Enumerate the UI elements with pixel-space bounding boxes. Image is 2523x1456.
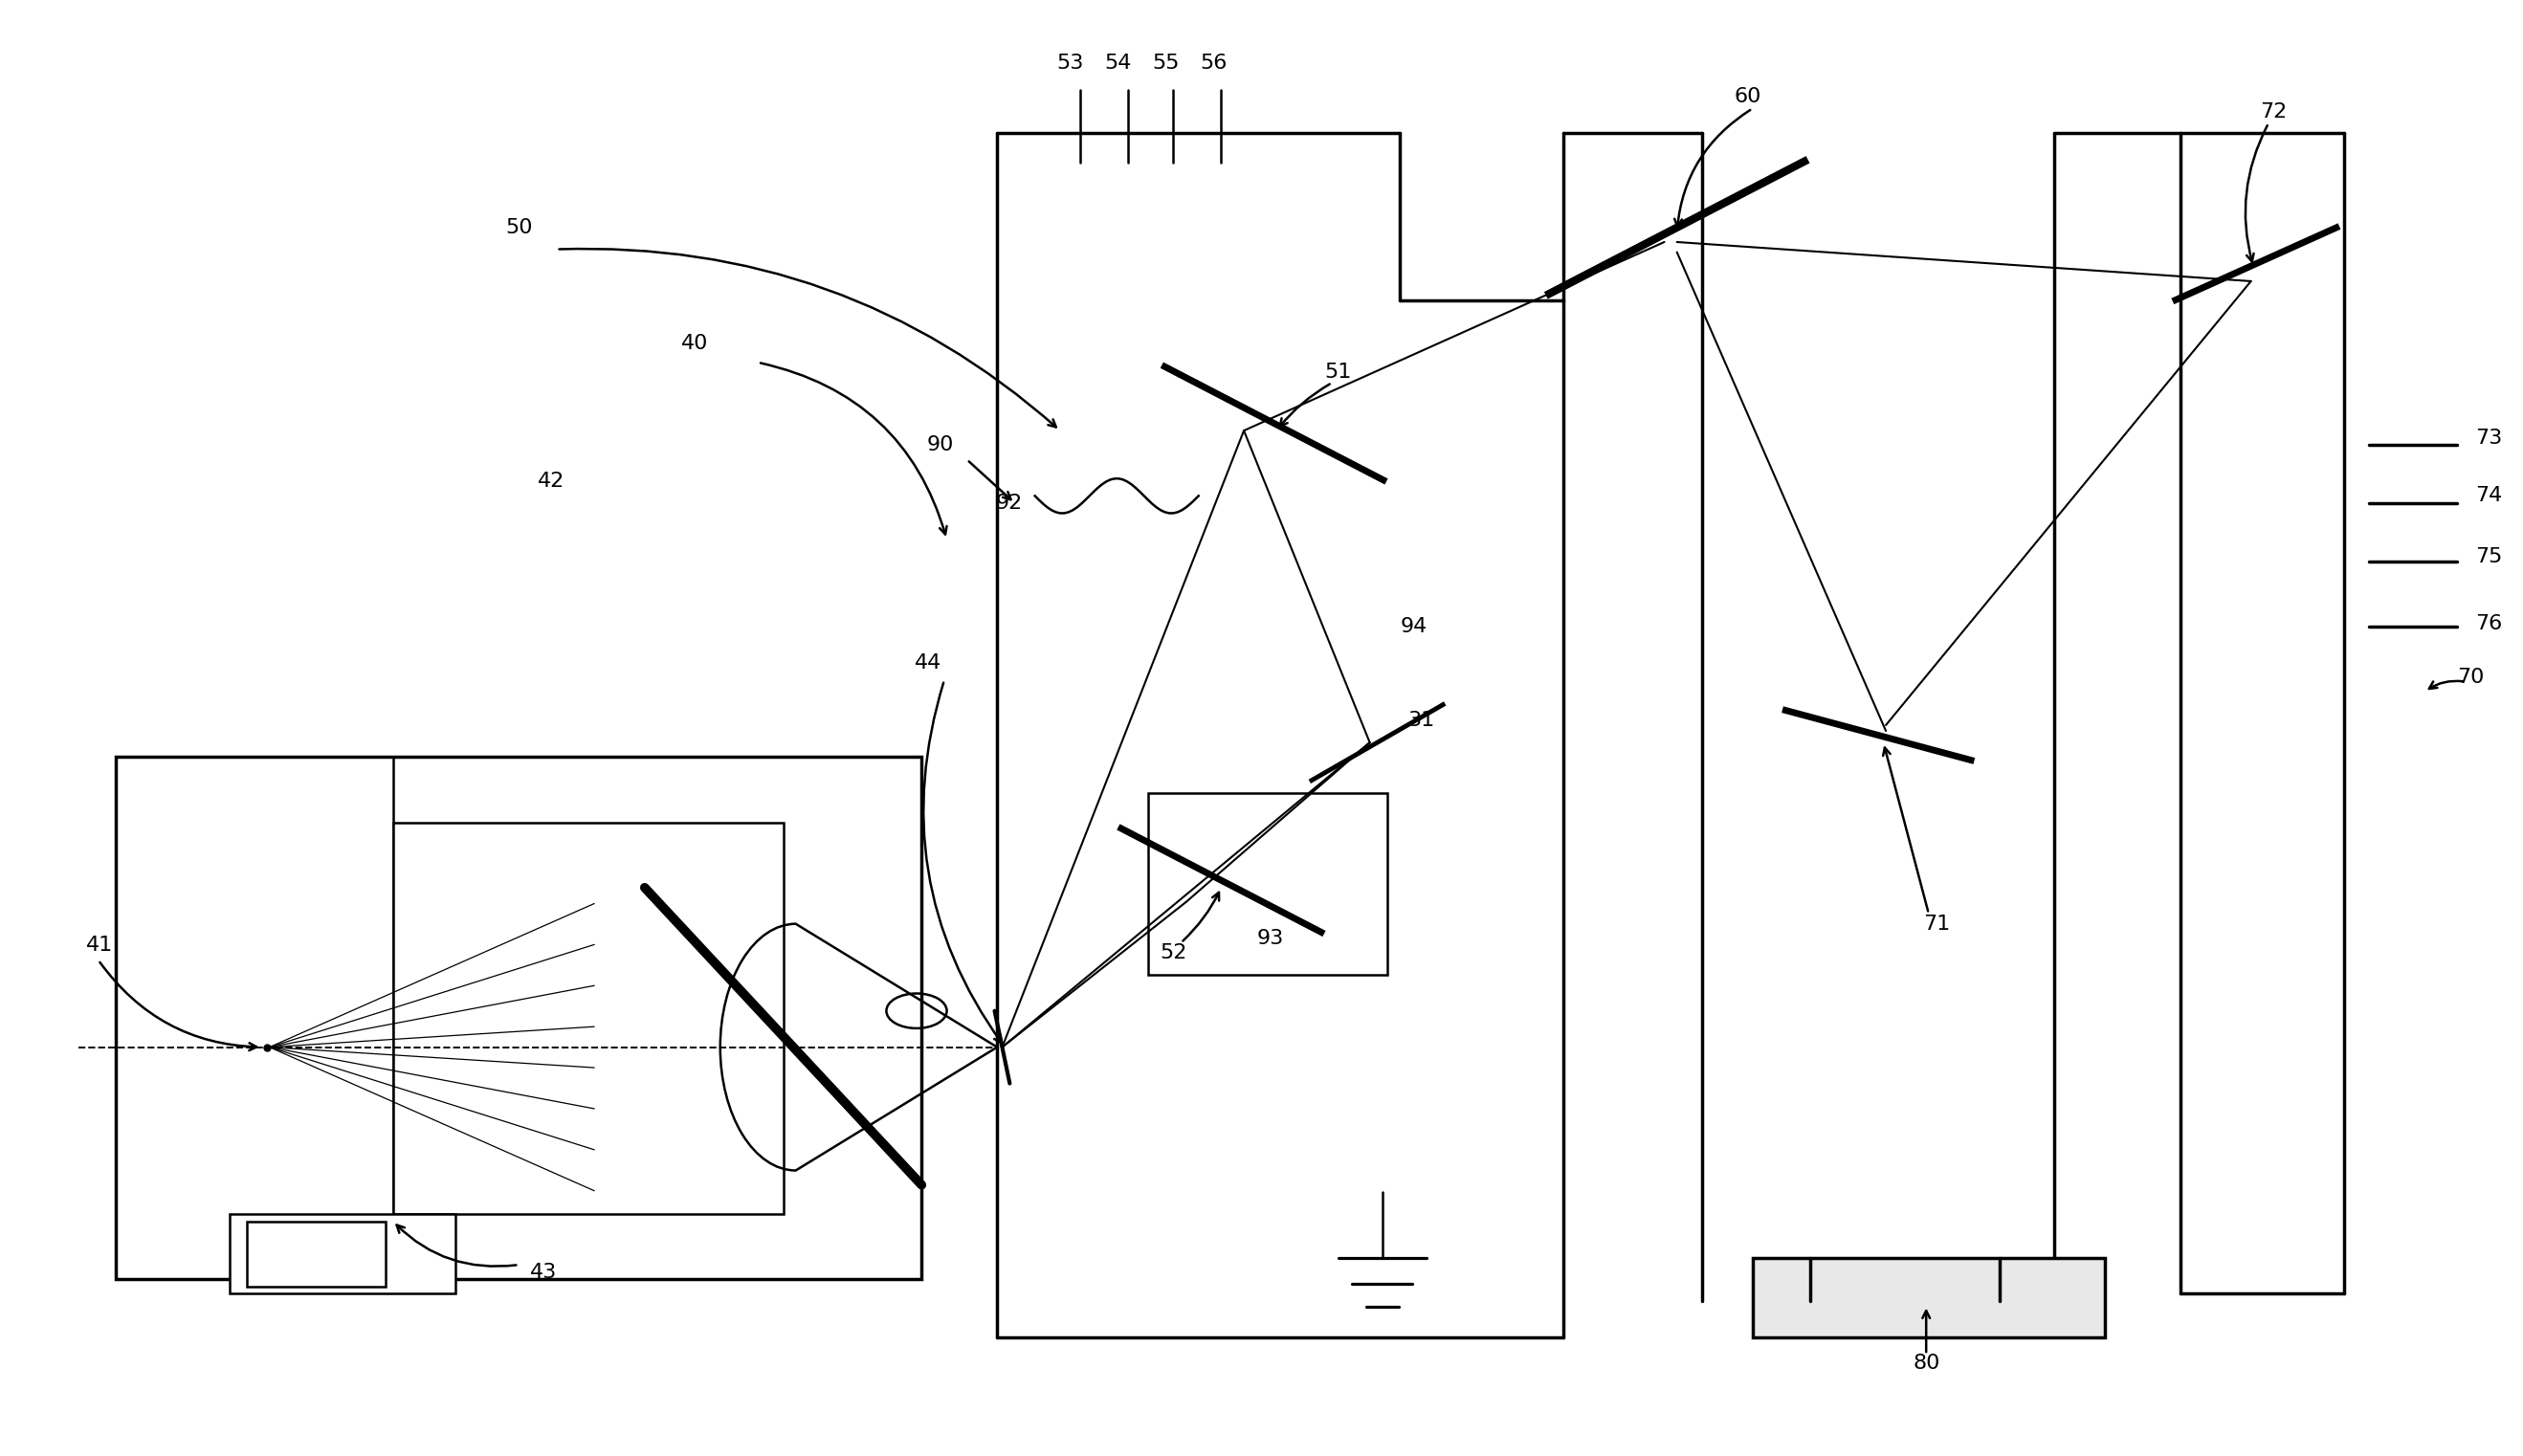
Text: 41: 41 [86,936,114,955]
Text: 31: 31 [1408,711,1436,731]
Text: 94: 94 [1400,617,1428,636]
Text: 52: 52 [1161,943,1186,962]
Text: 42: 42 [537,472,565,491]
Bar [230,1214,457,1294]
Text: 51: 51 [1325,363,1352,381]
Bar [1753,1258,2104,1337]
Text: 92: 92 [994,494,1022,513]
Text: 56: 56 [1201,54,1226,73]
Text: 93: 93 [1256,929,1284,948]
Text: 75: 75 [2475,547,2503,566]
Text: 71: 71 [1923,914,1950,933]
Text: 60: 60 [1733,87,1761,106]
Text: 74: 74 [2475,486,2503,505]
Text: 53: 53 [1057,54,1085,73]
Text: 76: 76 [2475,614,2503,633]
Text: 90: 90 [926,435,954,454]
Text: 40: 40 [681,333,709,354]
Bar [247,1222,386,1287]
Text: 80: 80 [1912,1354,1940,1373]
Text: 70: 70 [2457,668,2485,687]
Text: 55: 55 [1153,54,1178,73]
Text: 50: 50 [505,218,532,237]
Text: 44: 44 [916,654,941,673]
Text: 72: 72 [2261,102,2288,121]
Bar [394,823,782,1214]
Bar [116,757,921,1280]
Text: 43: 43 [530,1262,558,1281]
Text: 73: 73 [2475,428,2503,447]
Bar [1148,794,1388,974]
Text: 54: 54 [1105,54,1133,73]
